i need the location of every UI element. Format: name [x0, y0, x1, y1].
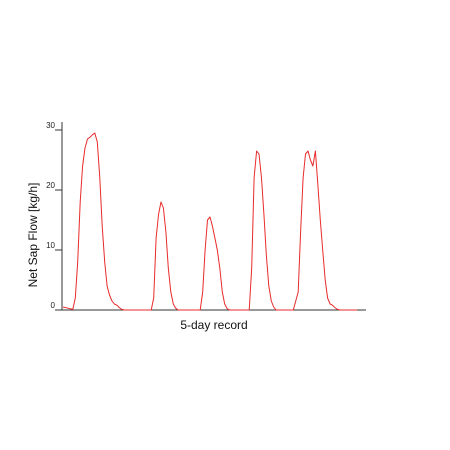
y-tick-label: 30: [46, 121, 55, 130]
y-axis-title: Net Sap Flow [kg/h]: [26, 183, 40, 288]
x-axis-title: 5-day record: [180, 318, 247, 332]
sap-flow-series-line: [62, 132, 357, 311]
y-axis-ticks: 0 10 20 30: [46, 121, 62, 311]
y-tick-label: 10: [46, 241, 55, 250]
y-tick-label: 0: [51, 301, 56, 310]
y-tick-label: 20: [46, 181, 55, 190]
plot-area: [62, 132, 357, 311]
